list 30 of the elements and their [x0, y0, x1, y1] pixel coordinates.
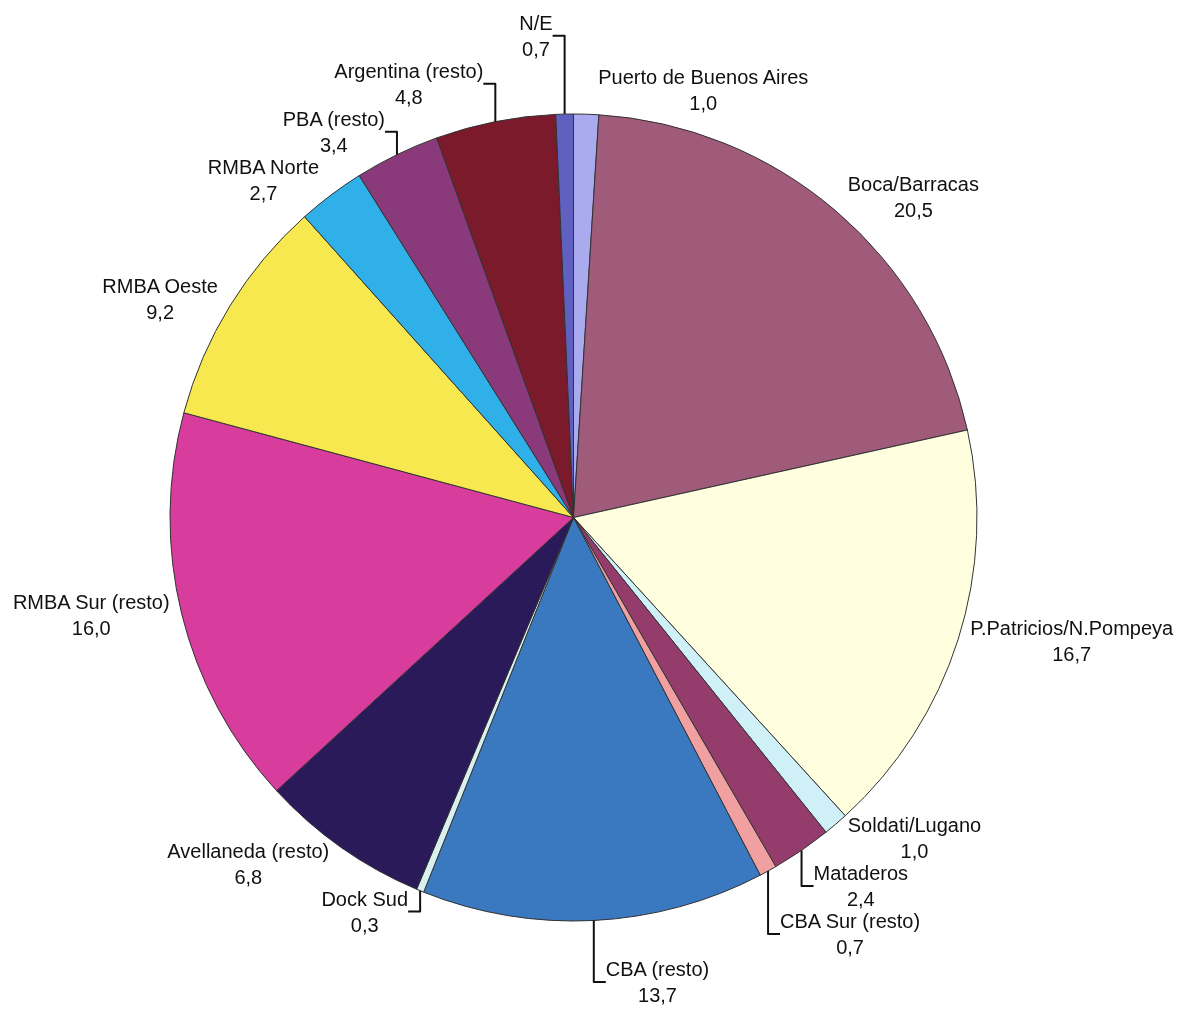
- slice-label: RMBA Norte: [207, 155, 320, 178]
- slice-label: PBA (resto): [282, 107, 385, 130]
- slice-label: RMBA Oeste: [102, 275, 218, 298]
- slice-label: Dock Sud: [321, 887, 409, 910]
- data-label: 2,4: [846, 888, 875, 910]
- slice-label: Mataderos: [813, 862, 909, 884]
- data-label: 1,0: [689, 92, 718, 115]
- data-label: 1,0: [900, 840, 929, 862]
- data-label: 3,4: [319, 133, 348, 156]
- slice-label: N/E: [519, 11, 553, 34]
- data-label: 6,8: [234, 865, 263, 888]
- data-label: 20,5: [893, 199, 933, 221]
- slice-label: Avellaneda (resto): [167, 839, 330, 862]
- data-label: 9,2: [146, 301, 175, 324]
- slice-label: CBA Sur (resto): [780, 910, 921, 932]
- data-label: 0,3: [350, 913, 379, 936]
- slice-label: RMBA Sur (resto): [12, 591, 170, 613]
- data-label: 16,7: [1052, 643, 1092, 666]
- data-label: 0,7: [522, 37, 550, 60]
- slice-label: Argentina (resto): [334, 59, 484, 82]
- slice-label: Boca/Barracas: [847, 173, 979, 195]
- data-label: 4,8: [394, 85, 423, 108]
- slice-label: Puerto de Buenos Aires: [598, 66, 809, 89]
- data-label: 16,0: [71, 617, 111, 639]
- slice-label: Soldati/Lugano: [847, 814, 982, 836]
- data-label: 13,7: [638, 984, 677, 1006]
- slice-label: CBA (resto): [605, 958, 710, 980]
- slice-label: P.Patricios/N.Pompeya: [970, 617, 1175, 640]
- data-label: 0,7: [836, 936, 864, 958]
- data-label: 2,7: [249, 181, 278, 204]
